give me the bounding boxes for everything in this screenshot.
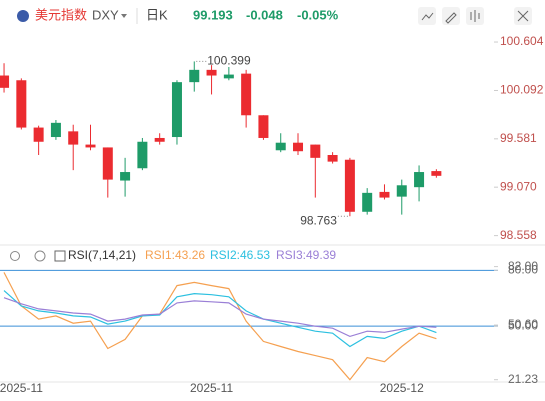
y-tick-label: 82.00 xyxy=(508,259,538,273)
y-tick-label: 50.00 xyxy=(508,318,538,332)
tool-icon xyxy=(517,10,529,22)
candle-body xyxy=(258,115,269,138)
candle-body xyxy=(206,69,217,76)
candle-body xyxy=(379,191,390,198)
x-tick-label: 2025-11 xyxy=(190,381,233,395)
flag-icon xyxy=(17,10,29,22)
candle-body xyxy=(189,69,200,83)
candle-body xyxy=(16,80,27,128)
toolbar xyxy=(418,7,532,25)
change-pct: -0.05% xyxy=(297,7,339,22)
candle-body xyxy=(50,122,61,138)
candle-body xyxy=(154,137,165,142)
candle-body xyxy=(293,142,304,152)
candle-body xyxy=(171,82,182,138)
rsi-line xyxy=(3,297,437,338)
eye-icon[interactable] xyxy=(10,251,20,261)
candle-body xyxy=(431,171,442,176)
rsi1-label: RSI1:43.26 xyxy=(145,248,205,262)
y-tick-label: 100.604 xyxy=(500,34,544,48)
y-tick-label: 50.60 xyxy=(508,317,538,331)
rsi-line xyxy=(3,290,437,348)
candle-body xyxy=(68,131,79,145)
candle-body xyxy=(414,172,425,188)
y-tick-label: 21.23 xyxy=(508,372,538,386)
tool-icon xyxy=(445,12,457,24)
change: -0.048 xyxy=(246,7,283,22)
y-tick-label: 99.070 xyxy=(500,179,537,193)
rsi2-label: RSI2:46.53 xyxy=(210,248,270,262)
candle-body xyxy=(241,73,252,116)
candle-body xyxy=(327,155,338,162)
candle-body xyxy=(137,141,148,169)
candle-body xyxy=(120,172,131,181)
annotation: 98.763 xyxy=(300,213,337,227)
candle-body xyxy=(275,142,286,151)
symbol[interactable]: DXY xyxy=(92,7,119,22)
price: 99.193 xyxy=(193,7,233,22)
candle-body xyxy=(0,75,10,88)
y-tick-label: 98.558 xyxy=(500,228,537,242)
candle-body xyxy=(344,159,355,212)
y-tick-label: 100.092 xyxy=(500,83,544,97)
candle-body xyxy=(396,185,407,197)
y-tick-label: 80.00 xyxy=(508,263,538,277)
index-name[interactable]: 美元指数 xyxy=(35,7,87,22)
rsi3-label: RSI3:49.39 xyxy=(276,248,336,262)
settings-icon[interactable] xyxy=(34,250,46,262)
candle-body xyxy=(85,144,96,148)
candle-body xyxy=(102,147,113,180)
tool-icon xyxy=(421,12,434,21)
y-tick-label: 99.581 xyxy=(500,131,537,145)
x-tick-label: 2025-11 xyxy=(0,381,43,395)
period[interactable]: 日K xyxy=(146,7,168,22)
candle-body xyxy=(33,127,44,142)
rsi-title: RSI(7,14,21) xyxy=(68,248,136,262)
indicator-icon[interactable] xyxy=(54,250,66,262)
tool-icon xyxy=(470,10,480,22)
dropdown-arrow[interactable] xyxy=(121,14,127,18)
candle-body xyxy=(362,192,373,212)
candle-body xyxy=(223,74,234,79)
annotation: 100.399 xyxy=(207,54,251,68)
x-tick-label: 2025-12 xyxy=(380,381,424,395)
candle-body xyxy=(310,144,321,158)
rsi-line xyxy=(3,272,437,381)
